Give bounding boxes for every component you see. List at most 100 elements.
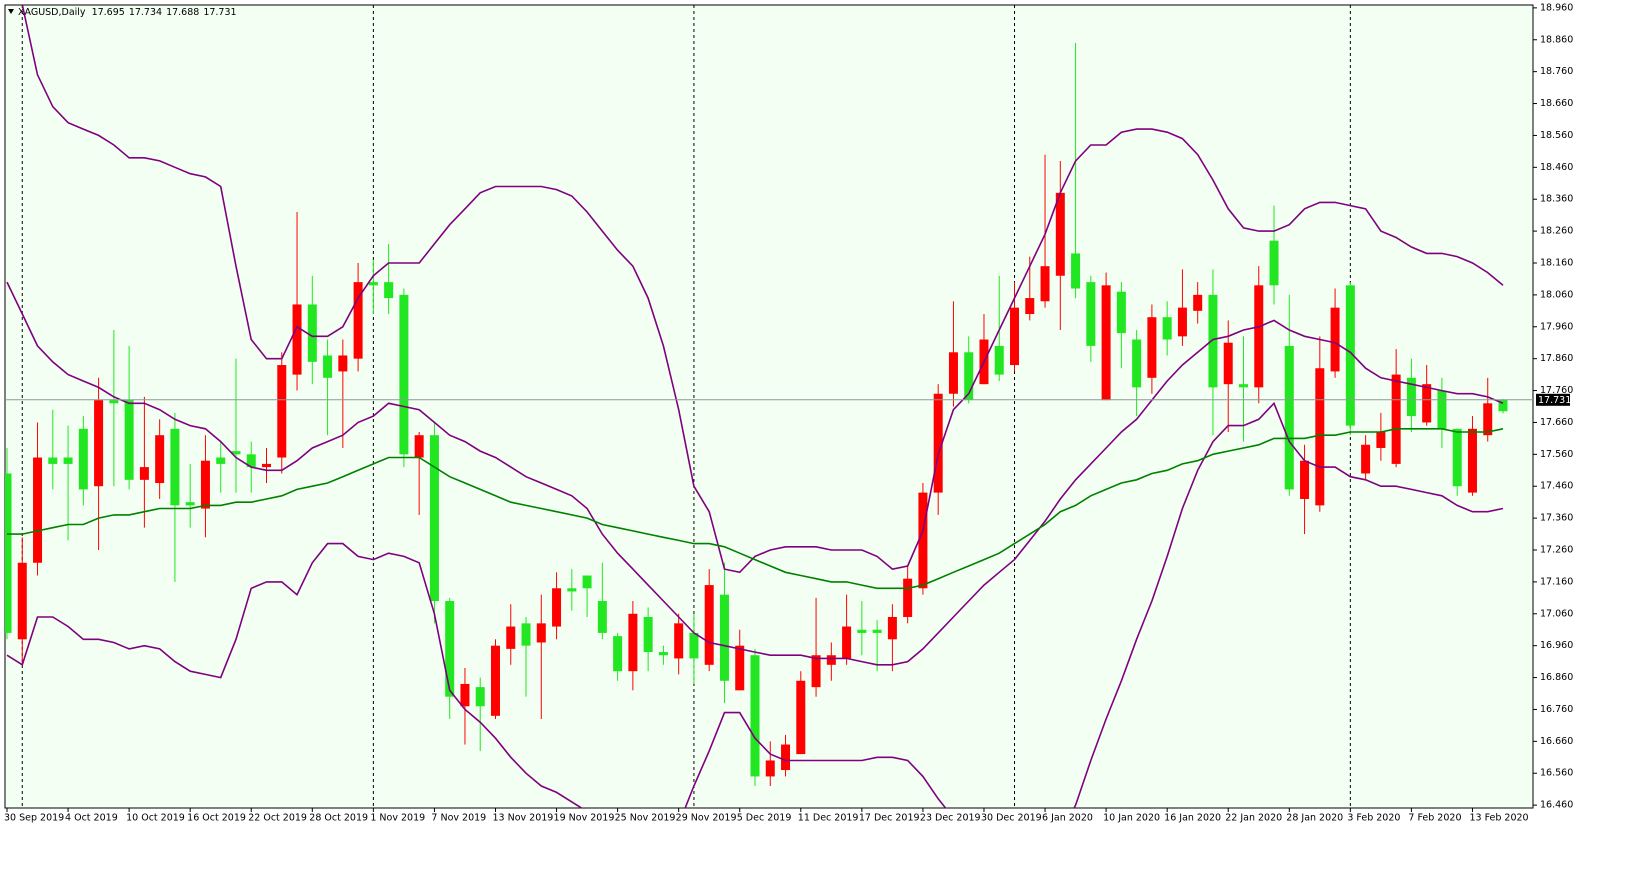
candle-body xyxy=(1071,253,1081,289)
candle-body xyxy=(1025,298,1035,315)
candle-body xyxy=(1254,285,1264,388)
candle-body xyxy=(307,304,317,362)
candle-body xyxy=(735,645,745,691)
candle-body xyxy=(1101,285,1111,401)
y-tick-label: 18.060 xyxy=(1540,289,1573,300)
x-tick-label: 13 Feb 2020 xyxy=(1469,813,1528,824)
candle-body xyxy=(689,632,699,659)
candle-body xyxy=(582,575,592,589)
x-tick-label: 16 Jan 2020 xyxy=(1164,813,1221,824)
candle-body xyxy=(490,645,500,716)
candle-body xyxy=(1345,285,1355,426)
candle-body xyxy=(567,588,577,592)
candle-body xyxy=(1177,307,1187,337)
candle-body xyxy=(1238,384,1248,388)
y-tick-label: 17.560 xyxy=(1540,449,1573,460)
candle-body xyxy=(1498,399,1508,412)
candle-body xyxy=(872,629,882,633)
y-tick-label: 16.660 xyxy=(1540,736,1573,747)
candle-body xyxy=(1467,428,1477,493)
candle-body xyxy=(704,585,714,665)
candle-body xyxy=(1406,377,1416,417)
chart-title: XAGUSD,Daily xyxy=(18,7,86,18)
candle-body xyxy=(338,355,348,372)
candle-body xyxy=(170,428,180,506)
candle-body xyxy=(1208,294,1218,388)
candle-body xyxy=(796,680,806,755)
x-tick-label: 29 Nov 2019 xyxy=(676,813,737,824)
candle-body xyxy=(323,355,333,378)
y-tick-label: 18.160 xyxy=(1540,257,1573,268)
candle-body xyxy=(1391,374,1401,464)
candle-body xyxy=(1116,291,1126,334)
x-tick-label: 1 Nov 2019 xyxy=(370,813,425,824)
x-tick-label: 17 Dec 2019 xyxy=(859,813,920,824)
y-tick-label: 16.960 xyxy=(1540,640,1573,651)
x-tick-label: 28 Oct 2019 xyxy=(309,813,368,824)
indicator-line xyxy=(6,281,1504,666)
candle-body xyxy=(1269,240,1279,286)
candle-body xyxy=(368,282,378,286)
x-tick-label: 5 Dec 2019 xyxy=(737,813,792,824)
x-tick-label: 30 Sep 2019 xyxy=(4,813,64,824)
x-tick-label: 19 Nov 2019 xyxy=(554,813,615,824)
candle-body xyxy=(750,655,760,777)
candle-body xyxy=(552,588,562,627)
x-tick-label: 7 Nov 2019 xyxy=(431,813,486,824)
candle-body xyxy=(139,467,149,480)
candle-body xyxy=(17,562,27,640)
candle-body xyxy=(1361,444,1371,474)
x-tick-label: 22 Jan 2020 xyxy=(1225,813,1282,824)
candle-body xyxy=(460,683,470,707)
candle-body xyxy=(964,352,974,401)
y-tick-label: 17.660 xyxy=(1540,417,1573,428)
y-tick-label: 17.060 xyxy=(1540,608,1573,619)
candle-body xyxy=(1086,282,1096,346)
y-tick-label: 16.560 xyxy=(1540,768,1573,779)
candle-body xyxy=(414,435,424,458)
chart-header: XAGUSD,Daily 17.695 17.734 17.688 17.731 xyxy=(18,7,237,18)
y-tick-label: 16.760 xyxy=(1540,704,1573,715)
candle-body xyxy=(155,435,165,484)
price-label: 17.731 xyxy=(1538,395,1571,406)
x-tick-label: 22 Oct 2019 xyxy=(248,813,307,824)
candle-body xyxy=(643,616,653,653)
candle-body xyxy=(1055,192,1065,276)
candle-body xyxy=(1147,317,1157,378)
candle-body xyxy=(78,428,88,490)
candle-body xyxy=(262,463,272,468)
candle-body xyxy=(857,629,867,633)
candle-body xyxy=(94,400,104,487)
x-tick-label: 13 Nov 2019 xyxy=(492,813,553,824)
y-tick-label: 18.960 xyxy=(1540,2,1573,13)
candle-body xyxy=(124,400,134,480)
candle-body xyxy=(933,393,943,493)
candle-body xyxy=(5,473,12,633)
x-tick-label: 25 Nov 2019 xyxy=(615,813,676,824)
candle-body xyxy=(33,457,43,563)
candle-body xyxy=(887,616,897,640)
y-tick-label: 16.460 xyxy=(1540,800,1573,811)
y-tick-label: 18.560 xyxy=(1540,130,1573,141)
candle-body xyxy=(1284,345,1294,490)
x-tick-label: 3 Feb 2020 xyxy=(1347,813,1400,824)
header-value: 17.688 xyxy=(166,7,199,18)
candle-body xyxy=(613,636,623,672)
candle-body xyxy=(719,594,729,681)
y-tick-label: 17.360 xyxy=(1540,513,1573,524)
candle-body xyxy=(200,460,210,509)
candle-body xyxy=(1483,403,1493,436)
candle-body xyxy=(1300,460,1310,499)
indicator-line xyxy=(7,427,1504,590)
menu-triangle xyxy=(8,9,14,14)
candle-body xyxy=(475,687,485,707)
price-label-box xyxy=(1536,393,1570,406)
y-tick-label: 17.960 xyxy=(1540,321,1573,332)
candle-body xyxy=(384,282,394,299)
y-tick-label: 18.260 xyxy=(1540,226,1573,237)
candle-body xyxy=(506,626,516,649)
y-tick-label: 16.860 xyxy=(1540,672,1573,683)
y-tick-label: 18.860 xyxy=(1540,34,1573,45)
